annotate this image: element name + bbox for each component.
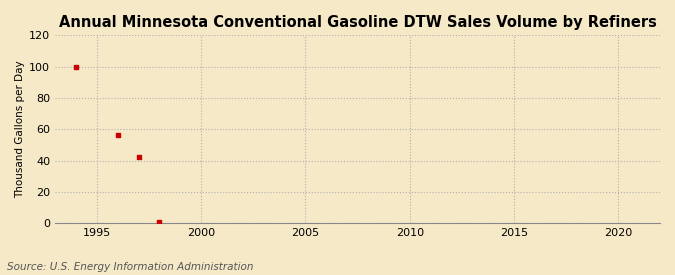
Text: Source: U.S. Energy Information Administration: Source: U.S. Energy Information Administ… <box>7 262 253 272</box>
Title: Annual Minnesota Conventional Gasoline DTW Sales Volume by Refiners: Annual Minnesota Conventional Gasoline D… <box>59 15 657 30</box>
Point <box>154 219 165 224</box>
Y-axis label: Thousand Gallons per Day: Thousand Gallons per Day <box>15 60 25 198</box>
Point <box>71 64 82 69</box>
Point <box>133 155 144 160</box>
Point <box>112 133 123 137</box>
